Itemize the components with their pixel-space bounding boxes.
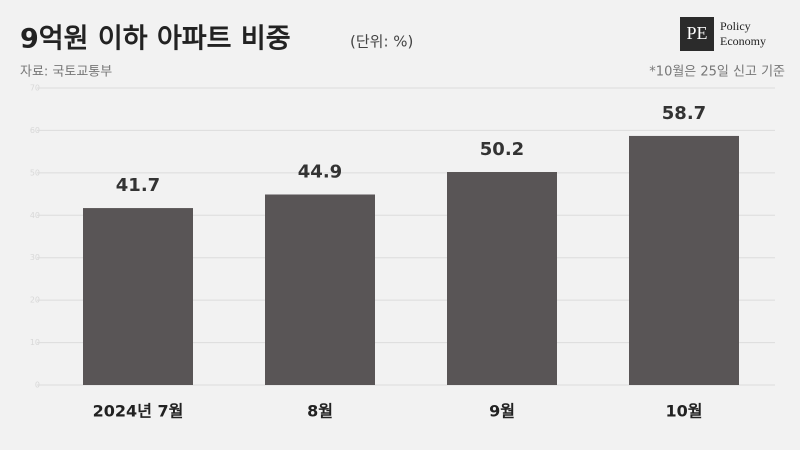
bar bbox=[447, 172, 557, 385]
logo-mark: PE bbox=[686, 23, 707, 43]
chart-title: 9억원 이하 아파트 비중 bbox=[20, 24, 291, 55]
bar bbox=[629, 135, 739, 385]
logo-box bbox=[680, 17, 714, 51]
x-tick-label: 2024년 7월 bbox=[93, 402, 184, 421]
value-label: 58.7 bbox=[662, 103, 706, 124]
x-tick-label: 9월 bbox=[489, 402, 515, 421]
note: *10월은 25일 신고 기준 bbox=[649, 65, 785, 80]
value-label: 44.9 bbox=[298, 161, 342, 182]
y-tick-label: 70 bbox=[30, 84, 40, 93]
y-tick-label: 60 bbox=[30, 126, 40, 135]
y-tick-label: 20 bbox=[30, 296, 40, 305]
x-tick-label: 10월 bbox=[666, 402, 703, 421]
y-tick-label: 10 bbox=[30, 338, 40, 347]
y-tick-label: 40 bbox=[30, 211, 40, 220]
logo-text: Economy bbox=[720, 34, 766, 48]
value-label: 50.2 bbox=[480, 139, 524, 160]
value-label: 41.7 bbox=[116, 175, 160, 196]
bar bbox=[265, 194, 375, 385]
y-tick-label: 50 bbox=[30, 168, 40, 177]
x-tick-label: 8월 bbox=[307, 402, 333, 421]
y-tick-label: 30 bbox=[30, 253, 40, 262]
logo-text: Policy bbox=[720, 19, 751, 33]
chart-subtitle: (단위: %) bbox=[350, 33, 413, 51]
bar bbox=[83, 208, 193, 385]
source: 자료: 국토교통부 bbox=[20, 65, 112, 80]
